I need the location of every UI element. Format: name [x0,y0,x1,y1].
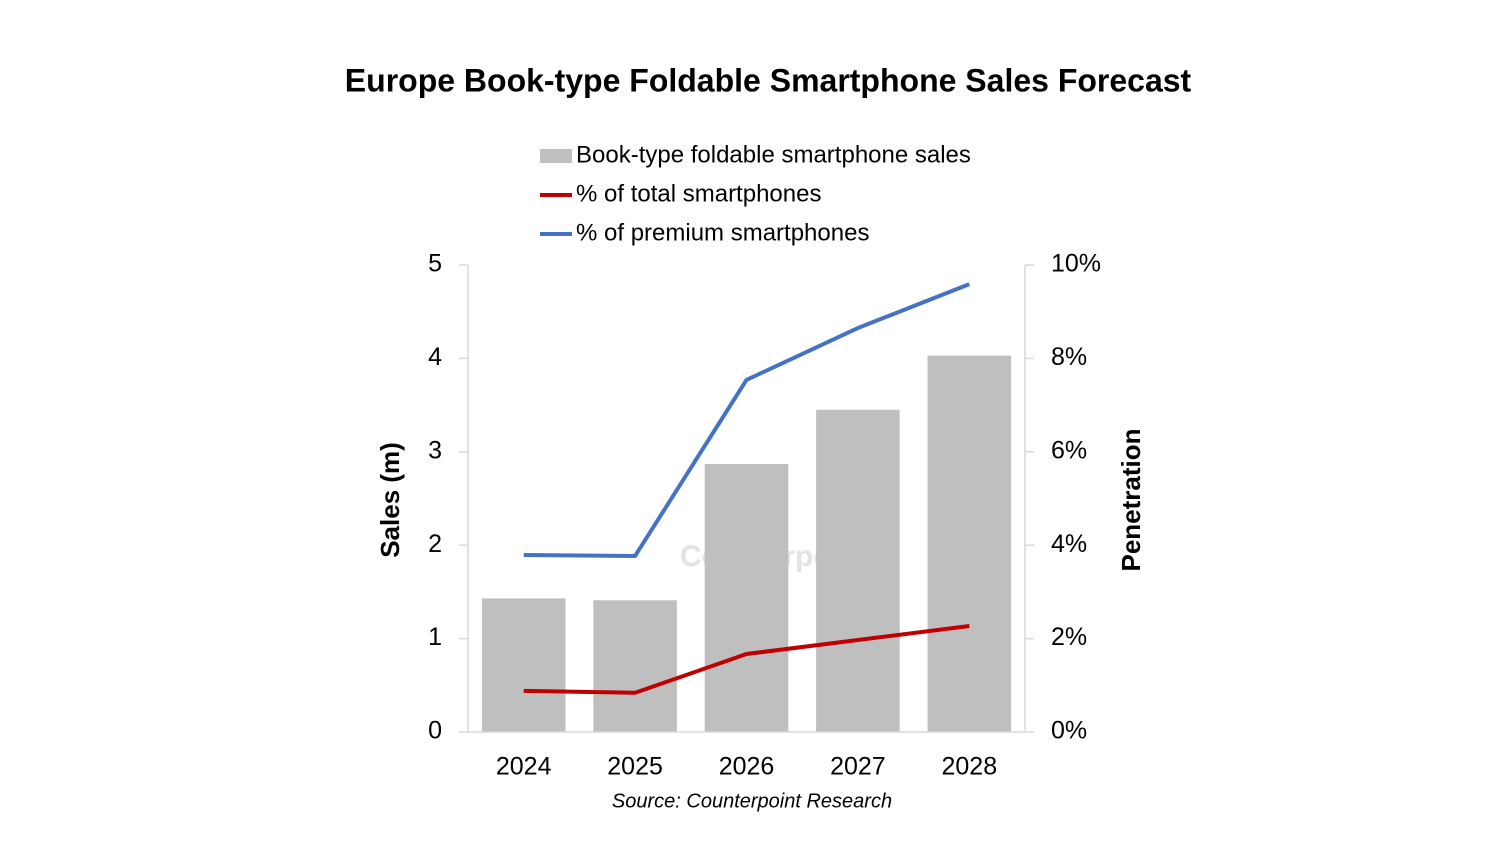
y-axis-label: Sales (m) [375,442,405,558]
legend-label: % of premium smartphones [576,219,869,246]
legend-label: % of total smartphones [576,180,821,207]
bar [593,600,677,732]
x-tick-label: 2024 [496,753,552,781]
y-tick-label: 4 [428,343,442,371]
x-tick-label: 2028 [941,753,997,781]
bar [704,463,789,732]
line-series [523,624,970,695]
y2-axis-label: Penetration [1116,428,1146,571]
bar [927,355,1012,732]
y2-tick-label: 10% [1051,250,1101,278]
y-tick-label: 3 [428,436,442,464]
y-tick-label: 2 [428,530,442,558]
line-series [523,282,971,558]
bar [481,598,566,732]
x-tick-label: 2027 [830,753,886,781]
source-note: Source: Counterpoint Research [612,790,892,812]
y2-tick-label: 4% [1051,530,1087,558]
chart-title: Europe Book-type Foldable Smartphone Sal… [345,62,1192,98]
y-tick-label: 5 [428,250,442,278]
y2-tick-label: 0% [1051,717,1087,745]
x-tick-label: 2025 [607,753,663,781]
y-tick-label: 1 [428,623,442,651]
y2-tick-label: 6% [1051,436,1087,464]
y-tick-label: 0 [428,717,442,745]
legend-label: Book-type foldable smartphone sales [576,141,971,168]
y2-tick-label: 2% [1051,623,1087,651]
x-tick-label: 2026 [719,753,775,781]
bar [816,409,900,732]
y2-tick-label: 8% [1051,343,1087,371]
legend-swatch [540,149,572,163]
